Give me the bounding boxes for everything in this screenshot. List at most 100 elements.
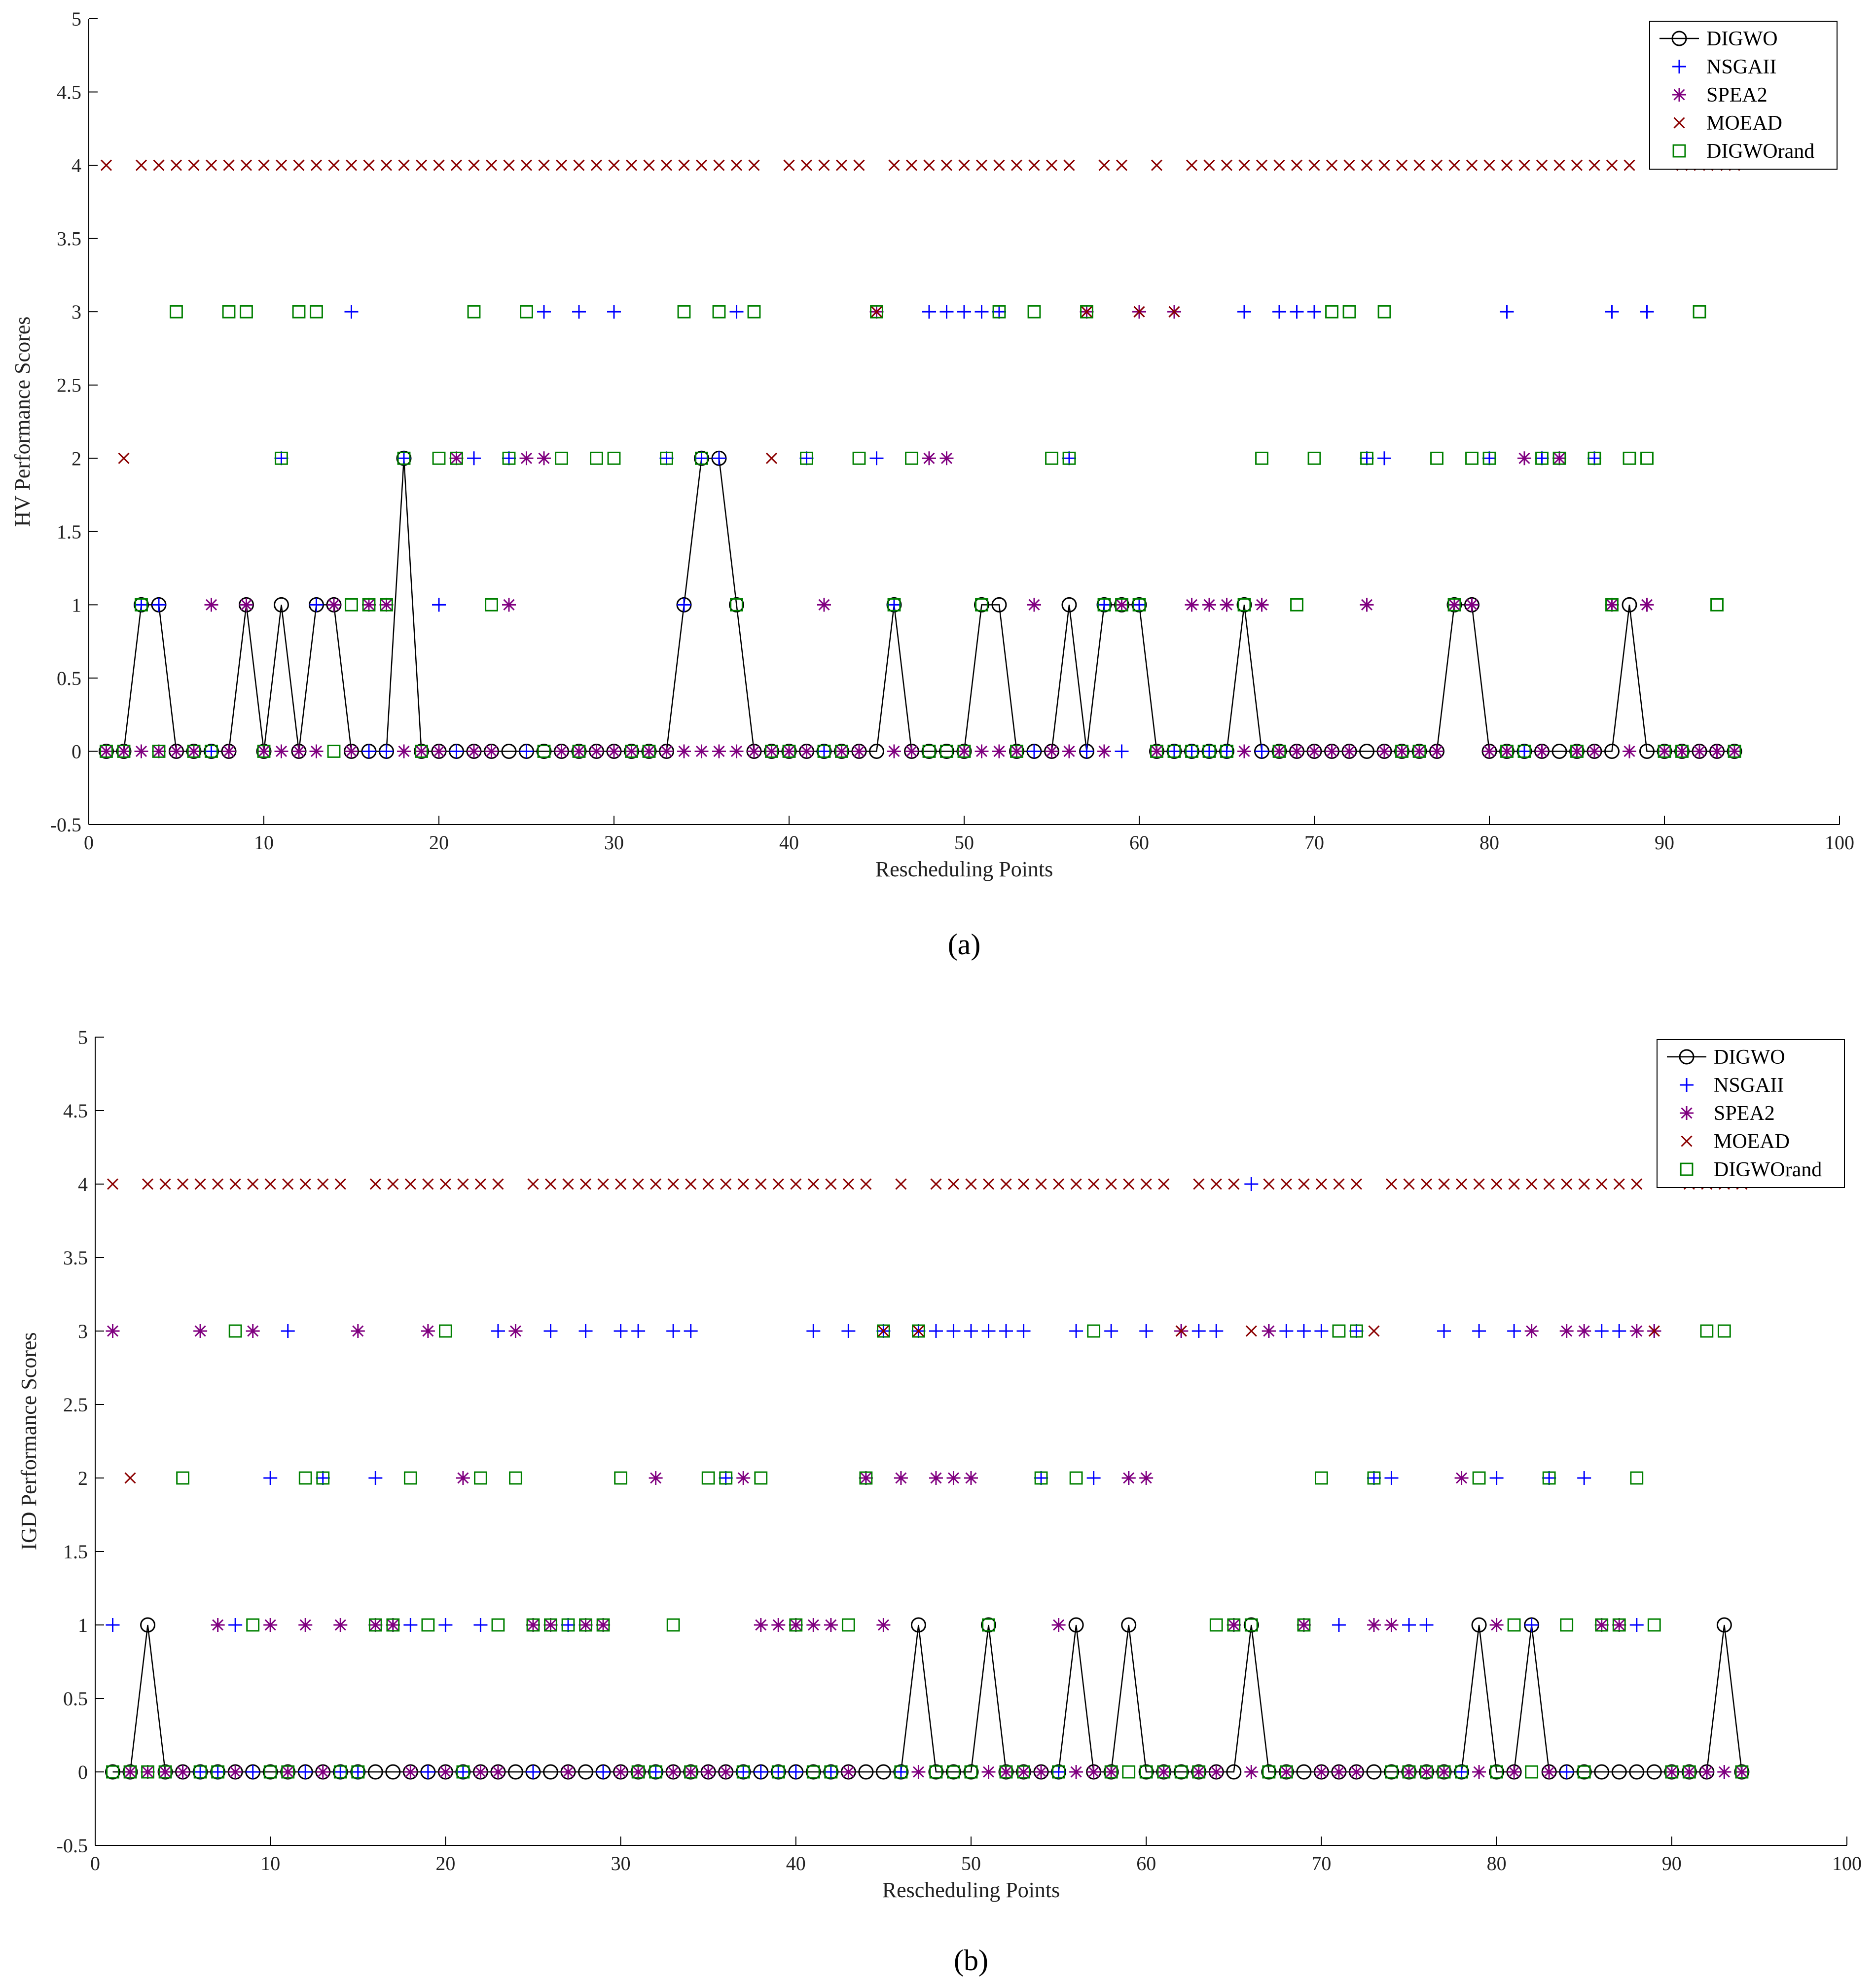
data-point-nsgaii — [1104, 1324, 1118, 1338]
data-point-digworand — [1139, 1765, 1153, 1779]
data-point-spea2 — [1360, 598, 1374, 612]
y-axis-label: HV Performance Scores — [10, 317, 35, 527]
data-point-moead — [853, 159, 865, 171]
data-point-moead — [1315, 1178, 1327, 1190]
data-point-moead — [1046, 159, 1058, 171]
data-point-digworand — [1244, 1618, 1258, 1632]
data-point-spea2 — [508, 1324, 523, 1338]
data-point-digworand — [631, 1765, 645, 1779]
legend-label: NSGAII — [1714, 1074, 1784, 1097]
data-point-spea2 — [1237, 744, 1251, 758]
data-point-spea2 — [1384, 1618, 1399, 1632]
data-point-digworand — [257, 745, 271, 758]
data-point-nsgaii — [1244, 1177, 1259, 1191]
data-point-moead — [1098, 159, 1110, 171]
data-point-digwo — [869, 743, 884, 759]
data-point-nsgaii — [1167, 744, 1181, 758]
data-point-digworand — [421, 1618, 435, 1632]
series-spea2 — [106, 1324, 1749, 1779]
data-point-digworand — [817, 745, 831, 758]
data-point-spea2 — [1489, 1618, 1504, 1632]
data-point-moead — [1431, 159, 1443, 171]
data-point-digworand — [292, 305, 306, 319]
data-point-nsgaii — [1367, 1471, 1381, 1485]
data-point-digwo — [1551, 743, 1567, 759]
data-point-moead — [1526, 1178, 1538, 1190]
data-point-moead — [247, 1178, 259, 1190]
data-point-moead — [100, 159, 112, 171]
data-point-spea2 — [449, 451, 464, 466]
data-point-digworand — [520, 305, 533, 319]
legend-label: DIGWO — [1714, 1046, 1785, 1069]
data-point-spea2 — [1699, 1765, 1714, 1779]
data-point-moead — [643, 159, 655, 171]
data-point-nsgaii — [596, 1765, 611, 1779]
data-point-moead — [1123, 1178, 1135, 1190]
data-point-moead — [615, 1178, 627, 1190]
data-point-digwo — [1261, 1764, 1277, 1780]
x-tick-label: 0 — [84, 831, 94, 854]
data-point-moead — [118, 452, 130, 464]
series-spea2 — [99, 305, 1741, 758]
data-point-spea2 — [1664, 1765, 1679, 1779]
data-point-spea2 — [1027, 598, 1041, 612]
data-point-moead — [1063, 159, 1075, 171]
data-point-spea2 — [729, 744, 744, 758]
data-point-moead — [170, 159, 182, 171]
data-point-digwo — [1383, 1764, 1399, 1780]
data-point-digworand — [467, 305, 481, 319]
data-point-spea2 — [1577, 1324, 1591, 1338]
data-point-moead — [124, 1472, 136, 1484]
data-point-moead — [1473, 1178, 1485, 1190]
x-tick-label: 30 — [604, 831, 624, 854]
data-point-spea2 — [1069, 1765, 1083, 1779]
legend: DIGWO NSGAII SPEA2 MOEAD DIGWOrand — [1649, 21, 1838, 170]
data-point-moead — [1413, 159, 1425, 171]
data-point-digwo — [1236, 597, 1252, 613]
data-point-spea2 — [607, 744, 621, 758]
data-point-spea2 — [1342, 744, 1356, 758]
data-point-spea2 — [561, 1765, 576, 1779]
data-point-spea2 — [887, 744, 901, 758]
data-point-spea2 — [519, 451, 534, 466]
data-point-spea2 — [1202, 598, 1216, 612]
data-point-digworand — [1412, 745, 1426, 758]
data-point-spea2 — [817, 598, 831, 612]
data-point-moead — [1256, 159, 1268, 171]
data-point-digworand — [1279, 1765, 1293, 1779]
data-point-digwo — [367, 1764, 383, 1780]
data-point-spea2 — [152, 744, 166, 758]
data-point-digworand — [905, 451, 918, 465]
data-point-moead — [625, 159, 638, 171]
data-point-spea2 — [806, 1618, 821, 1632]
data-point-spea2 — [649, 1471, 663, 1485]
data-point-nsgaii — [712, 451, 726, 466]
data-point-digworand — [1315, 1471, 1328, 1485]
data-point-spea2 — [694, 744, 709, 758]
data-point-spea2 — [659, 744, 674, 758]
data-point-digworand — [1220, 745, 1233, 758]
data-point-digworand — [555, 451, 568, 465]
data-point-digworand — [1255, 451, 1268, 465]
data-point-moead — [1070, 1178, 1082, 1190]
data-point-digworand — [170, 305, 183, 319]
data-point-moead — [1333, 1178, 1345, 1190]
data-point-moead — [1631, 1178, 1643, 1190]
data-point-digwo — [1471, 1617, 1487, 1633]
data-point-digworand — [1080, 305, 1093, 319]
data-point-nsgaii — [1612, 1324, 1626, 1338]
x-tick-label: 70 — [1311, 1852, 1331, 1874]
y-tick-label: 4.5 — [57, 81, 81, 104]
data-point-spea2 — [1191, 1765, 1206, 1779]
data-point-nsgaii — [432, 598, 446, 612]
data-point-spea2 — [274, 744, 289, 758]
data-point-moead — [153, 159, 165, 171]
data-point-spea2 — [257, 744, 271, 758]
legend-label: MOEAD — [1706, 112, 1782, 135]
data-point-nsgaii — [274, 451, 289, 466]
data-point-spea2 — [1307, 744, 1321, 758]
data-point-spea2 — [239, 598, 253, 612]
data-point-moead — [737, 1178, 749, 1190]
y-tick-label: 0 — [72, 740, 81, 762]
data-point-spea2 — [1402, 1765, 1416, 1779]
